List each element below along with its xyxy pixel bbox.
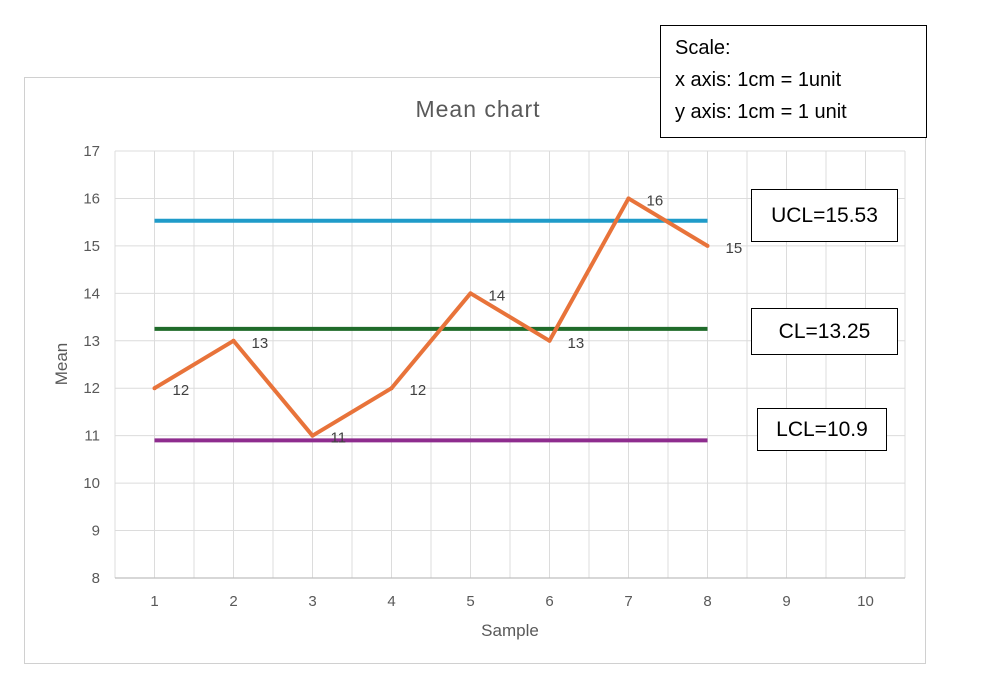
ucl-callout: UCL=15.53 bbox=[751, 189, 898, 242]
x-axis-ticks: 1 2 3 4 5 6 7 8 9 10 bbox=[150, 593, 874, 610]
data-label: 11 bbox=[331, 430, 347, 447]
ucl-callout-text: UCL=15.53 bbox=[771, 203, 878, 227]
x-tick-label: 7 bbox=[624, 593, 632, 610]
data-label: 13 bbox=[252, 335, 269, 352]
lcl-callout-text: LCL=10.9 bbox=[776, 417, 868, 441]
x-tick-label: 8 bbox=[703, 593, 711, 610]
cl-callout-text: CL=13.25 bbox=[778, 319, 871, 343]
data-label: 12 bbox=[410, 382, 427, 399]
data-label: 16 bbox=[647, 192, 664, 209]
data-labels: 12 13 11 12 14 13 16 15 bbox=[173, 192, 743, 446]
data-label: 13 bbox=[568, 335, 585, 352]
y-tick-label: 8 bbox=[92, 570, 100, 587]
data-point bbox=[231, 338, 236, 343]
x-tick-label: 9 bbox=[782, 593, 790, 610]
y-tick-label: 17 bbox=[83, 143, 100, 160]
x-tick-label: 2 bbox=[229, 593, 237, 610]
y-tick-label: 10 bbox=[83, 475, 100, 492]
scale-y-axis: y axis: 1cm = 1 unit bbox=[675, 101, 847, 123]
x-tick-label: 10 bbox=[857, 593, 874, 610]
scale-x-axis: x axis: 1cm = 1unit bbox=[675, 69, 842, 91]
y-tick-label: 11 bbox=[84, 428, 100, 445]
series-line bbox=[153, 196, 709, 438]
data-point bbox=[310, 433, 315, 438]
series bbox=[152, 196, 710, 438]
y-tick-label: 13 bbox=[83, 333, 100, 350]
data-point bbox=[547, 338, 552, 343]
x-tick-label: 3 bbox=[308, 593, 316, 610]
data-point bbox=[468, 291, 473, 296]
x-tick-label: 4 bbox=[387, 593, 395, 610]
x-axis-label: Sample bbox=[481, 621, 539, 640]
scale-title: Scale: bbox=[675, 37, 731, 59]
y-axis-label: Mean bbox=[52, 343, 71, 386]
x-tick-label: 6 bbox=[545, 593, 553, 610]
data-point bbox=[152, 386, 157, 391]
data-label: 12 bbox=[173, 382, 190, 399]
y-tick-label: 12 bbox=[83, 380, 100, 397]
x-tick-label: 5 bbox=[466, 593, 474, 610]
data-label: 15 bbox=[726, 240, 743, 257]
data-point bbox=[626, 196, 631, 201]
y-tick-label: 14 bbox=[83, 285, 100, 302]
y-tick-label: 16 bbox=[83, 190, 100, 207]
lcl-callout: LCL=10.9 bbox=[757, 408, 887, 451]
chart-frame bbox=[24, 77, 926, 664]
chart-title: Mean chart bbox=[415, 96, 540, 122]
cl-callout: CL=13.25 bbox=[751, 308, 898, 355]
data-label: 14 bbox=[489, 287, 506, 304]
y-axis-ticks: 8 9 10 11 12 13 14 15 16 17 bbox=[83, 143, 100, 587]
x-tick-label: 1 bbox=[150, 593, 158, 610]
data-point bbox=[705, 243, 710, 248]
data-point bbox=[389, 386, 394, 391]
scale-note-box: Scale: x axis: 1cm = 1unit y axis: 1cm =… bbox=[660, 25, 927, 138]
y-tick-label: 9 bbox=[92, 523, 100, 540]
y-tick-label: 15 bbox=[83, 238, 100, 255]
